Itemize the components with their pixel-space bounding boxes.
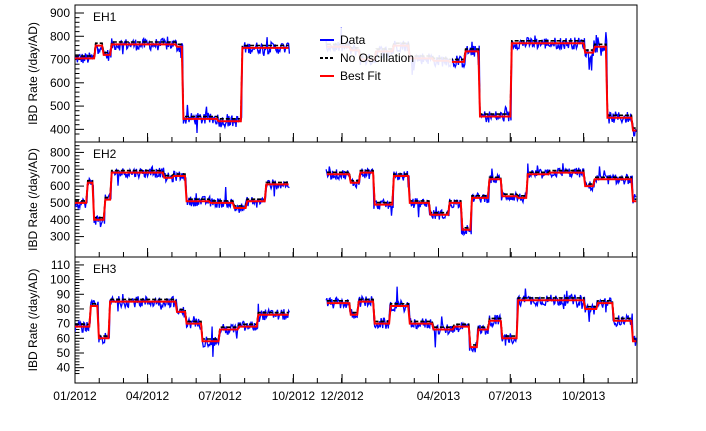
y-tick-label: 500 — [50, 99, 70, 113]
x-axis: 01/2012 04/2012 07/2012 10/2012 12/2012 04/20… — [53, 389, 605, 403]
y-tick-label: 60 — [57, 331, 71, 345]
panel-eh2: 300 400 500 600 700 800 EH2 IBD Rate (/day/AD) — [26, 141, 638, 258]
y-tick-label: 700 — [50, 53, 70, 67]
y-axis-title: IBD Rate (/day/AD) — [26, 269, 40, 372]
no-oscillation-series — [75, 169, 637, 229]
y-tick-label: 700 — [50, 162, 70, 176]
y-tick-label: 600 — [50, 179, 70, 193]
panel-label: EH2 — [93, 147, 117, 161]
panel-frame — [74, 256, 638, 384]
series-group — [75, 286, 637, 357]
y-tick-label: 90 — [57, 287, 71, 301]
y-tick-label: 800 — [50, 29, 70, 43]
y-tick-label: 800 — [50, 145, 70, 159]
y-tick-label: 80 — [57, 302, 71, 316]
y-tick-label: 50 — [57, 346, 71, 360]
x-tick-label: 07/2012 — [198, 389, 242, 403]
x-tick-label: 07/2013 — [489, 389, 533, 403]
y-tick-label: 110 — [51, 258, 70, 272]
legend-box — [312, 28, 452, 88]
x-tick-label: 10/2013 — [562, 389, 606, 403]
best-fit-series — [75, 299, 637, 349]
y-tick-label: 70 — [57, 317, 71, 331]
y-tick-label: 300 — [50, 230, 70, 244]
x-tick-label: 04/2012 — [126, 389, 170, 403]
y-tick-label: 900 — [50, 6, 70, 20]
y-tick-label: 600 — [50, 76, 70, 90]
best-fit-series — [75, 171, 637, 231]
data-series — [75, 163, 637, 237]
x-tick-label: 10/2012 — [272, 389, 316, 403]
legend-label: No Oscillation — [340, 51, 414, 65]
panel-eh1: 400 500 600 700 800 900 EH1 IBD Rate (/day/AD) — [26, 4, 638, 143]
series-group — [75, 163, 637, 237]
y-axis-title: IBD Rate (/day/AD) — [26, 148, 40, 251]
x-tick-label: 04/2013 — [417, 389, 461, 403]
panel-label: EH3 — [93, 262, 117, 276]
y-tick-label: 500 — [50, 196, 70, 210]
x-tick-label: 01/2012 — [53, 389, 97, 403]
x-tick-label: 12/2012 — [320, 389, 364, 403]
panel-label: EH1 — [93, 10, 117, 24]
legend-label: Best Fit — [340, 69, 381, 83]
legend-label: Data — [340, 33, 366, 47]
y-tick-label: 100 — [50, 273, 70, 287]
y-tick-label: 400 — [50, 213, 70, 227]
panel-frame — [74, 141, 638, 258]
y-axis-title: IBD Rate (/day/AD) — [26, 22, 40, 125]
y-tick-label: 400 — [50, 122, 70, 136]
y-tick-label: 40 — [57, 361, 71, 375]
data-series — [75, 286, 637, 357]
legend: Data No Oscillation Best Fit — [312, 28, 452, 88]
